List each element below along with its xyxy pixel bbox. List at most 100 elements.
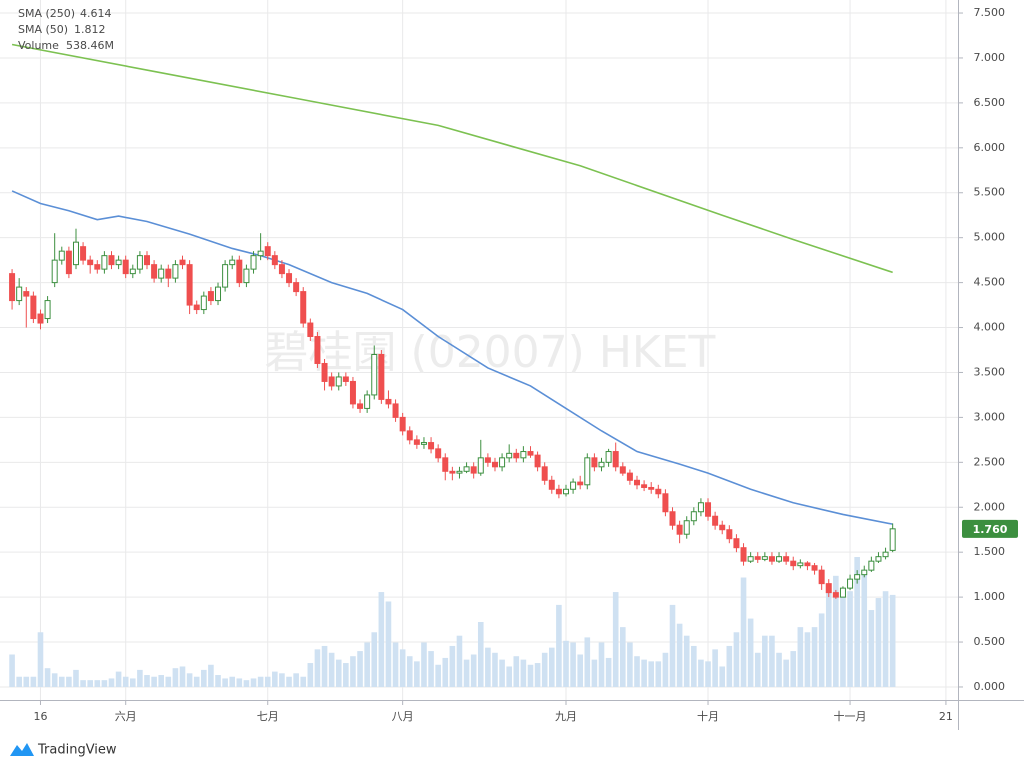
volume-bar [179, 666, 186, 687]
candle-body [761, 556, 768, 560]
volume-bar [804, 632, 811, 687]
volume-bar [392, 642, 399, 687]
volume-bar [669, 604, 676, 687]
volume-bar [222, 678, 228, 687]
volume-bar [94, 680, 101, 687]
x-tick-label: 十一月 [834, 709, 867, 723]
volume-bar [37, 632, 44, 687]
candle-body [186, 264, 193, 306]
candle-body [328, 376, 335, 387]
candle-body [172, 264, 179, 279]
volume-bar [300, 676, 307, 687]
candle-body [882, 551, 889, 558]
candle-body [9, 273, 16, 302]
volume-bar [548, 647, 555, 687]
volume-bar [584, 637, 591, 687]
candle-body [442, 457, 449, 472]
candles [9, 228, 896, 599]
candle-body [307, 322, 314, 338]
volume-bar [328, 652, 335, 687]
x-tick-label: 十月 [697, 709, 719, 723]
volume-bar [293, 673, 299, 687]
volume-bar [193, 676, 200, 687]
candle-body [847, 578, 854, 589]
candle-body [151, 264, 158, 279]
candle-body [513, 452, 520, 459]
volume-bar [705, 661, 711, 687]
candle-body [790, 560, 797, 567]
candle-body [754, 556, 761, 560]
candle-body [776, 556, 783, 562]
sma-line [11, 190, 893, 525]
volume-bar [428, 651, 434, 687]
candle-body [30, 295, 37, 320]
volume-bar [272, 671, 278, 687]
volume-bar [698, 659, 704, 687]
volume-bar [215, 675, 221, 687]
candle-body [44, 300, 51, 320]
volume-bar [307, 663, 314, 687]
candle-body [229, 259, 236, 266]
candle-body [278, 264, 285, 275]
volume-bar [627, 642, 633, 687]
volume-bar [662, 652, 669, 687]
y-tick-label: 2.500 [974, 455, 1006, 468]
volume-bar [264, 676, 271, 687]
candle-body [747, 556, 754, 562]
candle-body [562, 488, 569, 495]
candle-body [385, 398, 392, 405]
candle-body [768, 556, 775, 562]
volume-bar [556, 604, 562, 687]
volume-bar [16, 676, 22, 687]
candle-body [612, 451, 619, 468]
candle-body [243, 268, 250, 284]
candle-body [413, 439, 420, 445]
volume-bar [378, 592, 385, 687]
candle-body [527, 451, 534, 456]
volume-bar [250, 678, 257, 687]
candle-body [648, 486, 655, 490]
candle-body [619, 466, 626, 474]
candle-body [655, 488, 662, 495]
volume-bar [58, 676, 65, 687]
volume-bar [605, 657, 612, 687]
volume-bar [435, 664, 441, 687]
volume-bar [534, 663, 541, 687]
y-tick-label: 3.000 [974, 410, 1006, 423]
candle-body [548, 479, 555, 490]
candle-body [555, 488, 562, 495]
candle-body [321, 362, 328, 382]
volume-bar [172, 668, 179, 687]
volume-bar [833, 575, 839, 687]
volume-bar [137, 669, 143, 687]
x-tick-label: 七月 [257, 710, 279, 723]
candle-body [825, 583, 832, 594]
volume-bar [186, 673, 193, 687]
candle-body [811, 565, 818, 571]
volume-bar [158, 675, 165, 687]
volume-bar [506, 666, 512, 687]
candle-body [705, 502, 712, 517]
candle-body [839, 587, 846, 598]
volume-bar [44, 668, 51, 687]
brand-logo [10, 743, 34, 756]
candle-body [129, 268, 136, 275]
candle-body [889, 528, 896, 551]
y-tick-label: 6.500 [974, 96, 1006, 109]
candle-body [264, 246, 271, 257]
legend-value: 4.614 [80, 7, 112, 20]
candle-body [342, 376, 349, 382]
y-tick-label: 6.000 [974, 141, 1006, 154]
y-tick-label: 3.500 [974, 365, 1006, 378]
volume-bar [818, 613, 825, 687]
candle-body [300, 291, 307, 324]
volume-bar [776, 652, 782, 687]
candle-body [94, 264, 101, 270]
volume-bar [726, 645, 733, 687]
volume-bar [66, 676, 72, 687]
candle-body [591, 457, 598, 468]
brand[interactable]: TradingView [10, 743, 117, 758]
volume-bar [449, 645, 456, 687]
volume-bar [797, 627, 804, 687]
volume-bar [421, 642, 427, 687]
